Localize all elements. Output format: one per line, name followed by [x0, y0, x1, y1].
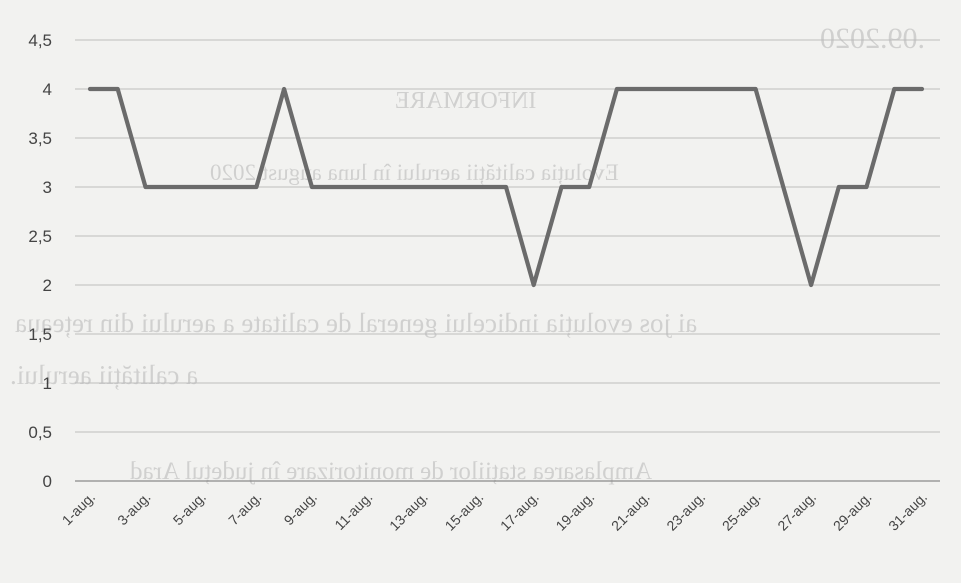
y-tick-label: 4: [43, 80, 52, 99]
x-tick-label: 29-aug.: [830, 489, 875, 534]
x-tick-label: 19-aug.: [552, 489, 597, 534]
x-axis-ticks: 1-aug. 3-aug. 5-aug. 7-aug. 9-aug. 11-aug. 13-…: [59, 489, 930, 534]
y-tick-label: 2,5: [28, 227, 52, 246]
grid-lines: [75, 39, 940, 433]
x-tick-label: 3-aug.: [114, 489, 153, 528]
x-tick-label: 9-aug.: [281, 489, 320, 528]
y-tick-label: 0: [43, 472, 52, 491]
x-tick-label: 25-aug.: [719, 489, 764, 534]
series-layer: [87, 86, 925, 288]
x-tick-label: 5-aug.: [170, 489, 209, 528]
y-tick-label: 3: [43, 178, 52, 197]
y-tick-label: 2: [43, 276, 52, 295]
x-tick-label: 11-aug.: [331, 489, 375, 533]
x-tick-label: 21-aug.: [608, 489, 653, 534]
x-tick-label: 23-aug.: [663, 489, 708, 534]
y-tick-label: 3,5: [28, 129, 52, 148]
x-tick-label: 31-aug.: [885, 489, 930, 534]
y-tick-label: 1,5: [28, 325, 52, 344]
y-axis-ticks: 0 0,5 1 1,5 2 2,5 3 3,5 4 4,5: [28, 31, 52, 491]
x-tick-label: 15-aug.: [441, 489, 486, 534]
y-tick-label: 1: [43, 374, 52, 393]
x-tick-label: 27-aug.: [774, 489, 819, 534]
x-tick-label: 1-aug.: [59, 489, 98, 528]
x-tick-label: 7-aug.: [225, 489, 264, 528]
y-tick-label: 0,5: [28, 423, 52, 442]
y-tick-label: 4,5: [28, 31, 52, 50]
x-tick-label: 13-aug.: [386, 489, 431, 534]
x-tick-label: 17-aug.: [497, 489, 542, 534]
